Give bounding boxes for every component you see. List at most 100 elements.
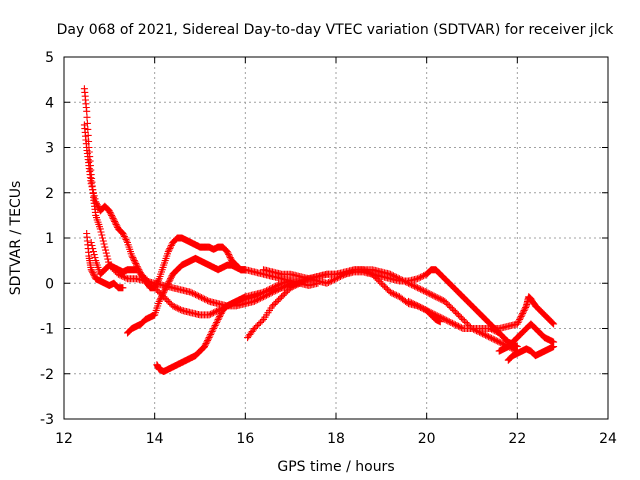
data-point <box>459 315 467 323</box>
y-tick-label: 5 <box>45 50 54 66</box>
data-point <box>145 278 153 286</box>
data-point <box>515 317 523 325</box>
data-point <box>359 266 367 274</box>
x-tick-label: 16 <box>236 431 254 447</box>
data-point <box>420 287 428 295</box>
data-point <box>119 230 127 237</box>
data-point <box>90 270 97 278</box>
data-point <box>278 293 286 301</box>
data-point <box>498 340 506 348</box>
data-point <box>408 299 416 307</box>
data-point <box>211 308 219 316</box>
data-point <box>131 258 139 266</box>
data-point <box>96 225 104 233</box>
data-point <box>486 334 494 342</box>
data-point <box>388 289 396 297</box>
data-point <box>340 271 348 279</box>
data-point <box>164 297 172 305</box>
data-point <box>273 297 281 305</box>
data-point <box>276 294 284 302</box>
data-point <box>520 306 528 314</box>
series-track-9 <box>405 297 444 326</box>
data-point <box>92 198 100 206</box>
data-point <box>491 336 499 344</box>
data-point <box>441 297 449 305</box>
series-track-10 <box>486 293 558 332</box>
data-point <box>120 233 128 240</box>
data-point <box>436 295 444 303</box>
data-point <box>87 180 95 188</box>
data-point <box>451 308 459 316</box>
data-point <box>83 107 91 115</box>
plot-frame <box>63 56 609 420</box>
data-point <box>482 331 490 339</box>
data-point <box>192 291 199 299</box>
data-point <box>456 312 464 320</box>
data-point <box>335 273 343 281</box>
data-point <box>442 299 450 307</box>
data-point <box>427 291 435 299</box>
data-point <box>210 309 218 317</box>
data-point <box>444 317 452 325</box>
data-point <box>160 288 168 296</box>
data-point <box>91 195 99 203</box>
data-point <box>204 335 212 343</box>
data-point <box>94 202 102 210</box>
data-point <box>83 113 91 121</box>
data-point <box>456 323 464 331</box>
data-point <box>522 303 530 311</box>
data-point <box>346 268 354 276</box>
data-point <box>374 276 382 284</box>
data-point <box>432 293 440 301</box>
data-point <box>193 291 201 299</box>
data-point <box>164 279 172 287</box>
data-point <box>108 213 116 221</box>
data-point <box>214 315 222 323</box>
series-track-7 <box>244 266 521 351</box>
data-point <box>420 305 428 313</box>
data-point <box>282 288 290 296</box>
data-point <box>389 290 397 298</box>
data-point <box>373 275 381 283</box>
series-track-12 <box>504 343 558 364</box>
data-point <box>162 284 170 292</box>
data-point <box>110 216 118 224</box>
series-track-6 <box>153 279 304 375</box>
data-point <box>143 276 151 284</box>
data-point <box>165 278 173 286</box>
y-tick-label: 3 <box>45 141 54 157</box>
data-point <box>379 281 387 289</box>
data-point <box>88 183 96 191</box>
data-point <box>450 320 458 328</box>
data-point <box>548 319 556 326</box>
data-point <box>201 341 209 349</box>
data-point <box>198 294 205 302</box>
data-point <box>158 293 165 301</box>
x-tick-label: 12 <box>55 431 73 447</box>
data-point <box>208 309 216 317</box>
data-point <box>155 297 163 305</box>
data-point <box>159 290 167 298</box>
data-point <box>163 282 171 290</box>
data-point <box>187 288 195 296</box>
data-point <box>424 289 432 297</box>
data-point <box>453 322 461 329</box>
data-point <box>290 282 298 290</box>
data-point <box>550 343 558 351</box>
grid <box>64 57 608 419</box>
data-point <box>448 319 456 327</box>
data-point <box>172 303 180 311</box>
data-point <box>203 338 211 346</box>
data-point <box>272 299 280 307</box>
data-point <box>391 291 399 299</box>
data-point <box>166 299 174 307</box>
data-point <box>362 267 370 275</box>
data-point <box>516 314 524 322</box>
data-point <box>252 323 260 331</box>
data-point <box>204 337 212 345</box>
data-point <box>206 332 214 340</box>
data-point <box>250 325 258 332</box>
data-point <box>270 300 278 308</box>
data-point <box>128 252 136 260</box>
